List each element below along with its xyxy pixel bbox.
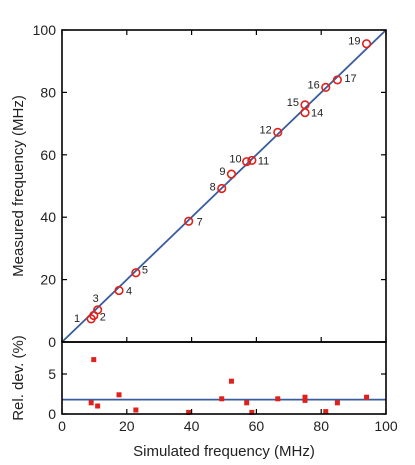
x-axis-title: Simulated frequency (MHz) <box>133 443 315 460</box>
data-point <box>114 285 124 296</box>
bottom-y-axis-title: Rel. dev. (%) <box>10 335 27 421</box>
bottom-panel: 0 5 0 20 40 60 80 100 Rel. dev. (%) Simulated … <box>10 335 398 460</box>
top-y-axis-title: Measured frequency (MHz) <box>10 95 27 277</box>
data-point <box>361 39 372 49</box>
deviation-point <box>334 400 340 406</box>
x-tick-label: 100 <box>374 418 398 434</box>
y-tick-label: 40 <box>40 209 56 225</box>
point-label: 14 <box>311 108 323 120</box>
point-label: 12 <box>260 124 272 136</box>
point-label: 9 <box>219 166 225 178</box>
deviation-point <box>91 357 97 363</box>
data-point <box>332 75 343 85</box>
deviation-point <box>88 400 94 406</box>
deviation-point <box>302 397 308 403</box>
deviation-point <box>133 407 139 413</box>
y-tick-label: 0 <box>48 406 56 422</box>
x-tick-label: 80 <box>313 418 329 434</box>
y-tick-label: 60 <box>40 147 56 163</box>
deviation-point <box>186 409 192 415</box>
point-label: 16 <box>307 79 319 91</box>
data-point <box>131 268 141 278</box>
data-point <box>93 305 103 315</box>
point-label: 15 <box>287 97 299 109</box>
data-point <box>226 169 237 179</box>
top-y-ticks: 0 20 40 60 80 100 <box>33 22 386 350</box>
deviation-point <box>249 409 255 415</box>
deviation-point <box>302 394 308 400</box>
data-point <box>247 155 257 166</box>
x-tick-label: 60 <box>249 418 265 434</box>
point-label: 2 <box>100 311 106 323</box>
point-label: 11 <box>258 155 269 167</box>
point-label: 5 <box>142 265 148 277</box>
point-label: 4 <box>126 286 132 298</box>
deviation-point <box>364 394 370 400</box>
x-tick-label: 40 <box>184 418 200 434</box>
data-point <box>184 216 194 226</box>
data-point <box>273 127 283 137</box>
deviation-point <box>275 396 281 402</box>
data-point <box>321 82 331 93</box>
data-point <box>242 157 252 167</box>
bottom-x-ticks: 0 20 40 60 80 100 <box>58 409 398 434</box>
point-label: 1 <box>74 313 80 325</box>
point-label: 7 <box>197 216 203 228</box>
y-tick-label: 0 <box>48 334 56 350</box>
deviation-point <box>244 400 250 406</box>
deviation-point <box>116 392 122 398</box>
y-tick-label: 5 <box>48 366 56 382</box>
deviation-point <box>228 378 234 384</box>
deviation-point <box>323 409 329 415</box>
y-tick-label: 80 <box>40 84 56 100</box>
point-label: 10 <box>229 154 241 166</box>
x-tick-label: 20 <box>119 418 135 434</box>
data-point <box>300 108 310 118</box>
deviation-point <box>95 403 101 409</box>
point-label: 19 <box>348 36 360 48</box>
y-tick-label: 100 <box>33 22 57 38</box>
data-point <box>217 183 227 194</box>
bottom-plot-area <box>62 357 386 415</box>
deviation-point <box>219 396 225 402</box>
point-label: 17 <box>344 73 356 85</box>
point-label: 8 <box>210 181 216 193</box>
x-tick-label: 0 <box>58 418 66 434</box>
point-label: 3 <box>93 293 99 305</box>
data-point <box>300 100 310 110</box>
y-tick-label: 20 <box>40 272 56 288</box>
bottom-plot-frame <box>61 341 387 415</box>
